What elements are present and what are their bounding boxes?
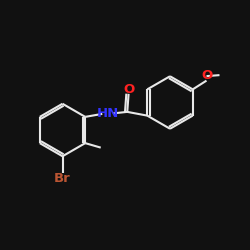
Text: O: O bbox=[201, 68, 212, 82]
Text: Br: Br bbox=[54, 172, 70, 185]
Text: HN: HN bbox=[97, 108, 119, 120]
Text: O: O bbox=[123, 83, 134, 96]
